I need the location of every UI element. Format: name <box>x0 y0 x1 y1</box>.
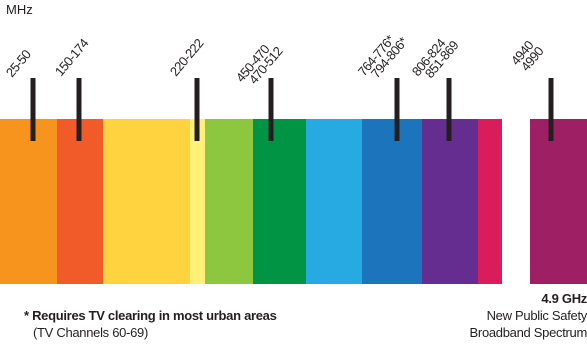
band-red-orange <box>57 119 103 284</box>
public-safety-frequency: 4.9 GHz <box>387 291 587 306</box>
band-sky-blue <box>306 119 362 284</box>
band-blue <box>362 119 422 284</box>
marker-label: 220-222 <box>167 36 207 79</box>
band-light-yellow <box>190 119 205 284</box>
band-green <box>253 119 306 284</box>
band-light-green <box>205 119 253 284</box>
band-orange <box>0 119 57 284</box>
marker-label: 150-174 <box>52 36 92 79</box>
band-plum <box>530 119 587 284</box>
band-purple <box>422 119 478 284</box>
band-yellow <box>103 119 190 284</box>
band-magenta <box>478 119 502 284</box>
spectrum-bands <box>0 119 587 284</box>
unit-label: MHz <box>6 2 33 17</box>
public-safety-line-1: New Public Safety <box>387 308 587 323</box>
footnote-channels: (TV Channels 60-69) <box>33 325 148 340</box>
public-safety-line-2: Broadband Spectrum <box>387 325 587 340</box>
marker-label: 25-50 <box>3 47 34 80</box>
footnote-requirement: * Requires TV clearing in most urban are… <box>24 308 277 323</box>
